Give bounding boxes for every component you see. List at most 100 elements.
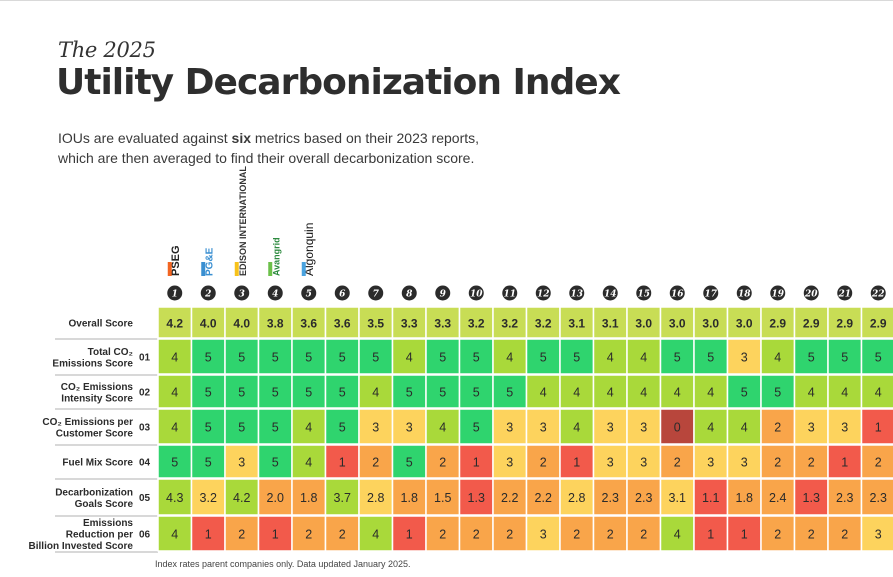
cell-r6-c6 <box>324 515 360 552</box>
value-r2-c18: 5 <box>741 386 748 400</box>
value-r1-c9: 5 <box>439 351 446 365</box>
value-r5-c16: 3.1 <box>669 491 686 505</box>
value-r0-c2: 4.0 <box>200 317 217 331</box>
value-r0-c11: 3.2 <box>501 317 518 331</box>
rank-badge-8 <box>401 285 417 301</box>
value-r0-c14: 3.1 <box>602 317 619 331</box>
value-r2-c2: 5 <box>205 386 212 400</box>
value-r1-c19: 4 <box>774 351 781 365</box>
description-bold: six <box>231 130 252 146</box>
value-r2-c8: 5 <box>406 386 413 400</box>
value-r4-c7: 2 <box>372 456 379 470</box>
value-r3-c17: 4 <box>707 421 714 435</box>
cell-r2-c3 <box>224 374 260 409</box>
value-r2-c11: 5 <box>506 386 513 400</box>
rank-badge-5 <box>301 285 317 301</box>
value-r4-c18: 3 <box>741 456 748 470</box>
value-r4-c4: 5 <box>272 456 279 470</box>
value-r5-c4: 2.0 <box>267 491 284 505</box>
company-logo-text-1: PSEG <box>170 245 182 276</box>
value-r1-c8: 4 <box>406 351 413 365</box>
value-r3-c11: 3 <box>506 421 513 435</box>
value-r4-c5: 4 <box>305 456 312 470</box>
row-label-6-1: Reduction per <box>66 530 133 541</box>
value-r5-c20: 1.3 <box>803 491 820 505</box>
cell-r1-c22 <box>860 338 893 375</box>
cell-r0-c12 <box>525 306 561 339</box>
cell-r6-c9 <box>425 515 461 552</box>
value-r5-c17: 1.1 <box>702 491 719 505</box>
cell-r1-c16 <box>659 338 695 375</box>
value-r4-c11: 3 <box>506 456 513 470</box>
rank-number-14: 14 <box>604 290 617 300</box>
company-logo-text-2: PG&E <box>204 247 215 276</box>
row-label-1-0: Total CO₂ <box>88 347 133 358</box>
value-r2-c15: 4 <box>640 386 647 400</box>
cell-r3-c20 <box>793 408 829 445</box>
value-r6-c7: 4 <box>372 528 379 542</box>
value-r3-c10: 5 <box>473 421 480 435</box>
rank-badge-13 <box>569 285 585 301</box>
value-r0-c18: 3.0 <box>736 317 753 331</box>
value-r6-c3: 2 <box>238 528 245 542</box>
cell-r4-c16 <box>659 444 695 479</box>
rank-number-19: 19 <box>771 290 784 300</box>
value-r2-c20: 4 <box>808 386 815 400</box>
value-r2-c16: 4 <box>674 386 681 400</box>
rank-badge-11 <box>502 285 518 301</box>
cell-r3-c17 <box>693 408 729 445</box>
value-r3-c18: 4 <box>741 421 748 435</box>
value-r2-c7: 4 <box>372 386 379 400</box>
rank-number-6: 6 <box>339 290 346 300</box>
cell-r6-c3 <box>224 515 260 552</box>
cell-r6-c11 <box>492 515 528 552</box>
value-r1-c1: 4 <box>171 351 178 365</box>
cell-r5-c14 <box>592 478 628 516</box>
cell-r5-c12 <box>525 478 561 516</box>
cell-r0-c15 <box>626 306 662 339</box>
cell-r6-c2 <box>190 515 226 552</box>
company-logo-mark-5 <box>301 262 306 276</box>
value-r4-c14: 3 <box>607 456 614 470</box>
value-r1-c20: 5 <box>808 351 815 365</box>
value-r1-c5: 5 <box>305 351 312 365</box>
rank-number-22: 22 <box>871 290 885 300</box>
value-r3-c16: 0 <box>674 421 681 435</box>
cell-r2-c4 <box>257 374 293 409</box>
cell-r2-c21 <box>827 374 863 409</box>
value-r5-c13: 2.8 <box>568 491 585 505</box>
value-r5-c9: 1.5 <box>434 491 451 505</box>
rank-badge-9 <box>435 285 451 301</box>
value-r5-c6: 3.7 <box>334 491 351 505</box>
cell-r6-c12 <box>525 515 561 552</box>
cell-r1-c21 <box>827 338 863 375</box>
cell-r2-c5 <box>291 374 327 409</box>
cell-r2-c19 <box>760 374 796 409</box>
cell-r1-c6 <box>324 338 360 375</box>
row-label-1-1: Emissions Score <box>52 358 133 369</box>
cell-r6-c10 <box>458 515 494 552</box>
value-r4-c3: 3 <box>238 456 245 470</box>
rank-number-4: 4 <box>272 290 278 300</box>
value-r3-c4: 5 <box>272 421 279 435</box>
rank-number-10: 10 <box>470 290 483 300</box>
company-logo-1: PSEG <box>167 245 182 276</box>
cell-r0-c14 <box>592 306 628 339</box>
rank-badge-4 <box>267 285 283 301</box>
cell-r4-c12 <box>525 444 561 479</box>
cell-r0-c11 <box>492 306 528 339</box>
value-r3-c22: 1 <box>875 421 882 435</box>
cell-r3-c16 <box>659 408 695 445</box>
cell-r2-c11 <box>492 374 528 409</box>
value-r0-c10: 3.2 <box>468 317 485 331</box>
cell-r3-c14 <box>592 408 628 445</box>
cell-r3-c15 <box>626 408 662 445</box>
cell-r5-c8 <box>391 478 427 516</box>
value-r0-c8: 3.3 <box>401 317 418 331</box>
cell-r0-c19 <box>760 306 796 339</box>
value-r1-c7: 5 <box>372 351 379 365</box>
value-r6-c17: 1 <box>707 528 714 542</box>
value-r0-c16: 3.0 <box>669 317 686 331</box>
value-r6-c1: 4 <box>171 528 178 542</box>
value-r3-c19: 2 <box>774 421 781 435</box>
